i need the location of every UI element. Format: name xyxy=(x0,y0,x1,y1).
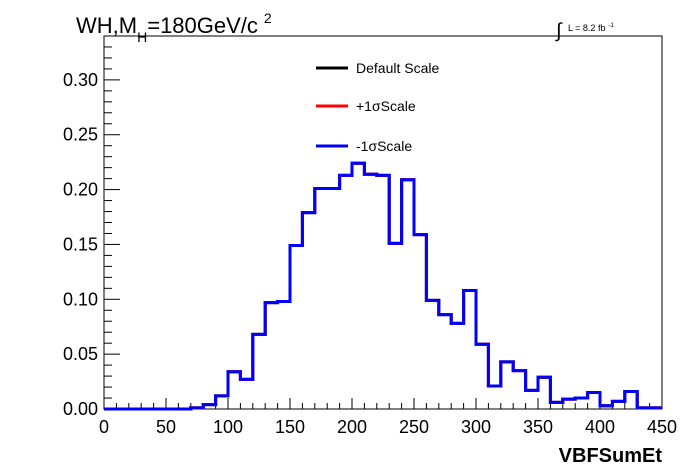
x-axis: 0 50 100 150 200 250 300 350 400 450 xyxy=(99,398,677,437)
title-prefix: WH,M xyxy=(76,13,137,38)
y-tick-label: 0.15 xyxy=(63,234,98,254)
title-superscript: 2 xyxy=(264,10,272,26)
plot-frame xyxy=(103,35,663,410)
x-tick-label: 450 xyxy=(647,417,677,437)
legend: Default Scale +1σScale -1σScale xyxy=(316,60,439,154)
series-2-histogram xyxy=(104,161,662,411)
x-tick-label: 50 xyxy=(156,417,176,437)
y-tick-label: 0.00 xyxy=(63,399,98,419)
x-tick-label: 150 xyxy=(275,417,305,437)
title-value: =180GeV/c xyxy=(147,13,258,38)
x-tick-label: 200 xyxy=(337,417,367,437)
y-tick-label: 0.25 xyxy=(63,125,98,145)
x-tick-label: 350 xyxy=(523,417,553,437)
series-group xyxy=(104,161,662,411)
x-tick-label: 0 xyxy=(99,417,109,437)
legend-label: +1σScale xyxy=(356,98,416,114)
legend-label: Default Scale xyxy=(356,60,439,76)
title-subscript: H xyxy=(137,29,147,45)
y-axis: 0.00 0.05 0.10 0.15 0.20 0.25 0.30 xyxy=(63,46,120,419)
y-tick-label: 0.10 xyxy=(63,289,98,309)
x-tick-label: 300 xyxy=(461,417,491,437)
series-1-histogram xyxy=(104,161,662,411)
integral-symbol: ∫ xyxy=(555,20,563,42)
luminosity-value: L = 8.2 fb xyxy=(568,23,605,33)
plot-title: WH,MH=180GeV/c 2 xyxy=(76,10,272,45)
series-0-histogram xyxy=(104,161,662,411)
luminosity-text: L = 8.2 fb -1 xyxy=(568,23,614,33)
luminosity-label: ∫ L = 8.2 fb -1 xyxy=(555,20,614,42)
x-tick-label: 100 xyxy=(213,417,243,437)
legend-label: -1σScale xyxy=(356,138,412,154)
x-tick-label: 400 xyxy=(585,417,615,437)
x-tick-label: 250 xyxy=(399,417,429,437)
y-tick-label: 0.20 xyxy=(63,180,98,200)
y-tick-label: 0.05 xyxy=(63,344,98,364)
luminosity-superscript: -1 xyxy=(608,23,614,29)
y-tick-label: 0.30 xyxy=(63,70,98,90)
x-axis-title: VBFSumEt xyxy=(559,445,663,467)
